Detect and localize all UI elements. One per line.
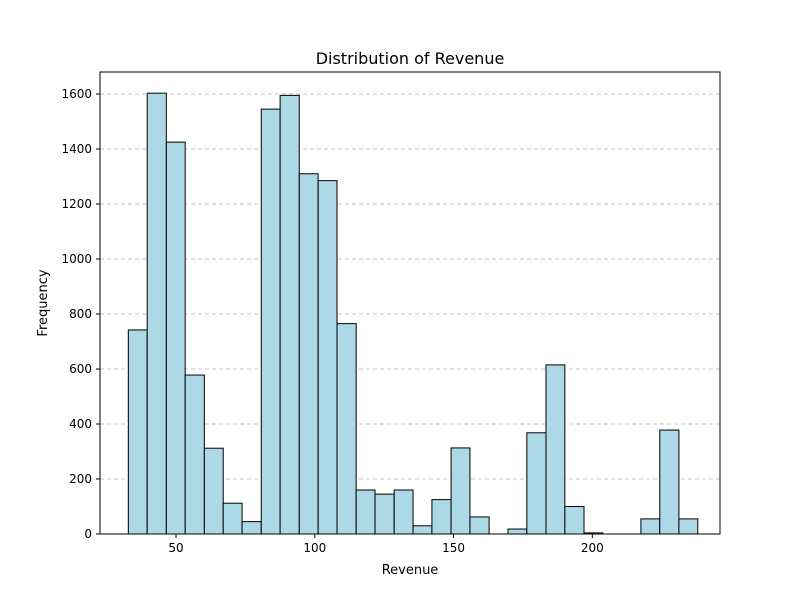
histogram-bar-11 (336, 323, 357, 535)
histogram-bar-1 (146, 92, 167, 535)
histogram-bar-9 (298, 173, 319, 535)
x-tick-label: 200 (581, 541, 604, 555)
x-tick-label: 150 (442, 541, 465, 555)
y-tick-label: 1600 (61, 87, 92, 101)
histogram-bar-5 (222, 502, 243, 535)
histogram-bar-28 (659, 429, 680, 535)
y-axis-ticks: 0 200 400 600 800 1000 1200 1400 1600 (61, 87, 100, 541)
y-tick-label: 200 (69, 472, 92, 486)
x-tick-label: 100 (303, 541, 326, 555)
histogram-bar-17 (450, 447, 471, 535)
histogram-bar-0 (127, 329, 148, 535)
y-tick-label: 1000 (61, 252, 92, 266)
histogram-bar-10 (317, 180, 338, 535)
chart-title: Distribution of Revenue (316, 49, 505, 68)
x-axis-label: Revenue (382, 563, 439, 578)
y-tick-label: 0 (84, 527, 92, 541)
histogram-bar-12 (355, 489, 376, 535)
histogram-bar-7 (260, 108, 281, 535)
histogram-bar-14 (393, 489, 414, 535)
histogram-bar-2 (165, 141, 186, 535)
plot-frame (99, 71, 721, 535)
histogram-bar-29 (678, 518, 699, 535)
x-axis-ticks: 50 100 150 200 (168, 534, 604, 555)
histogram-bar-8 (279, 94, 300, 535)
x-tick-label: 50 (168, 541, 183, 555)
histogram-bar-18 (469, 516, 490, 535)
y-tick-label: 800 (69, 307, 92, 321)
y-tick-label: 1400 (61, 142, 92, 156)
y-tick-label: 1200 (61, 197, 92, 211)
histogram-bar-4 (203, 447, 224, 535)
histogram-bar-20 (507, 528, 528, 535)
histogram-bar-3 (184, 374, 205, 535)
y-axis-label: Frequency (36, 269, 51, 336)
histogram-bar-21 (526, 432, 547, 535)
histogram-bar-16 (431, 499, 452, 535)
histogram-bar-13 (374, 493, 395, 535)
y-tick-label: 400 (69, 417, 92, 431)
histogram-bar-22 (545, 364, 566, 535)
histogram-bar-15 (412, 525, 433, 535)
histogram-bar-6 (241, 521, 262, 535)
histogram-bar-27 (640, 518, 661, 535)
histogram-bar-23 (564, 506, 585, 535)
y-tick-label: 600 (69, 362, 92, 376)
